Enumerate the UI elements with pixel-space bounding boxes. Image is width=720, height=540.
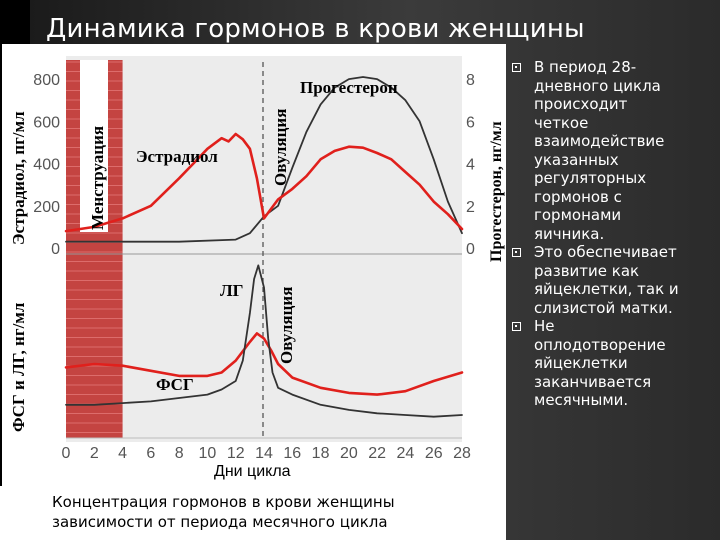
y-tick-label: 400: [33, 157, 60, 174]
progesterone-axis-label: Прогестерон, нг/мл: [488, 121, 505, 262]
menstruation-label-box: [80, 60, 108, 232]
x-tick-label: 0: [62, 445, 71, 462]
lh-line: [65, 264, 463, 418]
y-tick-label: 800: [33, 72, 60, 89]
bullet-line: Не: [534, 317, 555, 335]
y-right-tick-label: 0: [466, 241, 475, 258]
progesterone-line: [65, 76, 463, 243]
bullet-line: Это обеспечивает: [534, 243, 677, 261]
fsh-lh-axis-label: ФСГ и ЛГ, нг/мл: [9, 302, 28, 432]
x-tick-label: 12: [227, 445, 245, 462]
bullet-line: В период 28-: [534, 58, 637, 76]
x-tick-label: 2: [90, 445, 99, 462]
bullet-line: регуляторных: [534, 169, 647, 187]
x-tick-label: 28: [453, 445, 471, 462]
x-tick-label: 22: [368, 445, 386, 462]
estradiol-line: [64, 132, 464, 233]
x-axis-label: Дни цикла: [214, 463, 291, 480]
x-tick-label: 20: [340, 445, 358, 462]
bullet-line: яичника.: [534, 224, 605, 243]
estradiol-series-label: Эстрадиол: [136, 147, 218, 166]
bullet-line: развитие как: [534, 261, 640, 280]
chart-caption: Концентрация гормонов в крови женщины за…: [52, 492, 502, 532]
estradiol-axis-label: Эстрадиол, пг/мл: [9, 111, 28, 245]
bullet-line: заканчивается: [534, 372, 652, 391]
x-tick-label: 24: [397, 445, 415, 462]
x-tick-label: 18: [312, 445, 330, 462]
bullet-line: яйцеклетки: [534, 354, 628, 372]
fsh-series-label: ФСГ: [156, 375, 194, 394]
y-tick-label: 200: [33, 199, 60, 216]
progesterone-series-label: Прогестерон: [300, 78, 398, 97]
bullet-line: четкое: [534, 113, 589, 132]
bullet-line: дневного цикла: [534, 76, 661, 95]
bullet-item: Не оплодотворение яйцеклетки заканчивает…: [512, 317, 718, 410]
bullet-line: слизистой матки.: [534, 298, 673, 317]
bullet-item: В период 28- дневного цикла происходит ч…: [512, 58, 718, 243]
bullet-line: месячными.: [534, 391, 629, 409]
menstruation-label: Менструация: [88, 126, 107, 230]
slide-title: Динамика гормонов в крови женщины: [46, 14, 585, 44]
x-tick-label: 10: [199, 445, 217, 462]
plot-area: [66, 56, 462, 442]
x-tick-label: 16: [283, 445, 301, 462]
x-tick-label: 8: [175, 445, 184, 462]
ovulation-label-top: Овуляция: [271, 109, 290, 186]
y-tick-label: 600: [33, 114, 60, 131]
bullet-line: происходит: [534, 95, 628, 113]
y-right-tick-label: 6: [466, 114, 475, 131]
bullet-line: оплодотворение: [534, 335, 666, 354]
x-tick-label: 14: [255, 445, 273, 462]
lh-series-label: ЛГ: [220, 281, 243, 300]
square-bullet-icon: [512, 63, 521, 72]
square-bullet-icon: [512, 248, 521, 257]
y-right-tick-label: 8: [466, 72, 475, 89]
y-right-tick-label: 2: [466, 199, 475, 216]
y-tick-label: 0: [51, 241, 60, 258]
x-tick-label: 6: [146, 445, 155, 462]
x-tick-label: 26: [425, 445, 443, 462]
square-bullet-icon: [512, 322, 521, 331]
caption-panel: [0, 486, 504, 540]
bullet-list: В период 28- дневного цикла происходит ч…: [512, 58, 718, 410]
bullet-line: гормонами: [534, 206, 622, 224]
caption-line: Концентрация гормонов в крови женщины: [52, 493, 395, 511]
bullet-line: яйцеклетки, так и: [534, 280, 679, 298]
y-right-tick-label: 4: [466, 157, 475, 174]
fsh-line: [64, 332, 464, 396]
bullet-line: гормонов с: [534, 187, 622, 206]
caption-line: зависимости от периода месячного цикла: [52, 513, 388, 531]
bullet-line: указанных: [534, 150, 619, 169]
x-tick-label: 4: [118, 445, 127, 462]
bullet-line: взаимодействие: [534, 132, 665, 150]
bullet-item: Это обеспечивает развитие как яйцеклетки…: [512, 243, 718, 317]
ovulation-label-bottom: Овуляция: [277, 287, 296, 364]
